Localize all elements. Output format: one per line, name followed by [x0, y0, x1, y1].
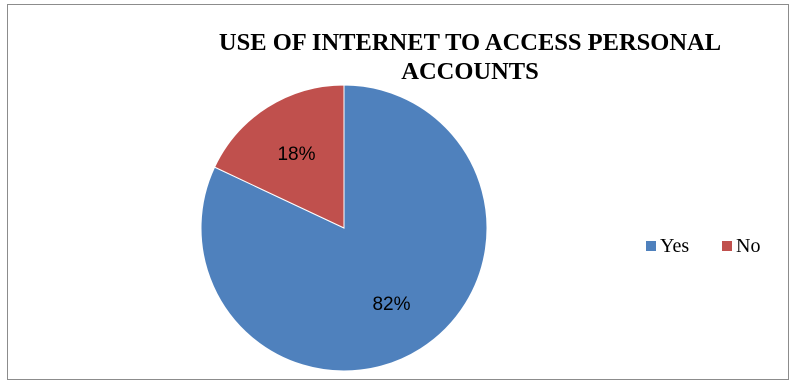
legend-label-yes: Yes	[660, 235, 689, 257]
legend-swatch-no	[722, 241, 732, 251]
legend-label-no: No	[736, 235, 760, 257]
legend: Yes No	[646, 235, 760, 257]
data-label-no: 18%	[277, 144, 315, 165]
chart-title: USE OF INTERNET TO ACCESS PERSONAL ACCOU…	[218, 29, 722, 85]
legend-swatch-yes	[646, 241, 656, 251]
pie-slices	[200, 84, 488, 372]
pie-data-labels: 82% 18%	[277, 144, 410, 315]
data-label-yes: 82%	[372, 294, 410, 315]
pie-slice-no	[213, 84, 345, 229]
